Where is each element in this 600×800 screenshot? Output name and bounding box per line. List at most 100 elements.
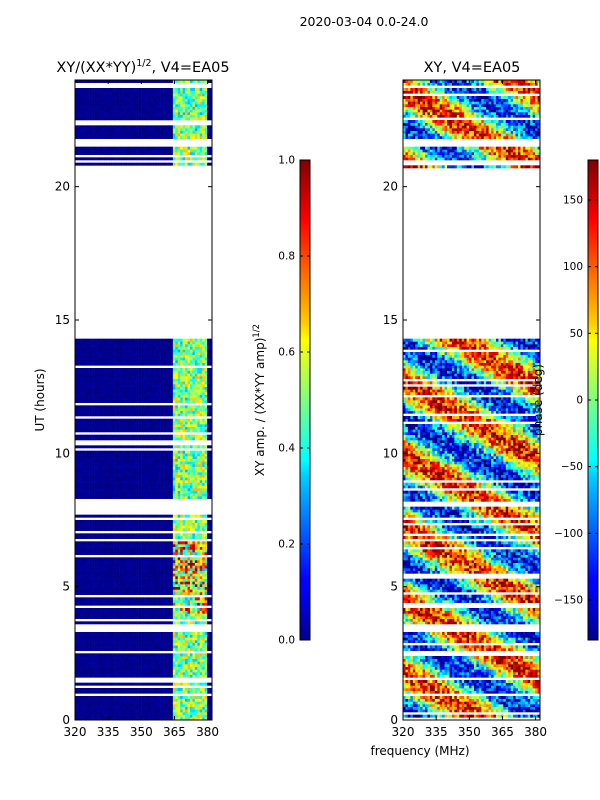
heatmap-cell [82,707,85,710]
heatmap-cell [168,712,171,715]
heatmap-cell [126,480,129,483]
heatmap-cell [197,491,200,494]
heatmap-cell [163,515,166,518]
heatmap-cell [141,616,144,619]
heatmap-cell [117,661,120,664]
heatmap-cell [129,435,132,438]
heatmap-cell [141,456,144,459]
heatmap-cell [180,475,183,478]
heatmap-cell [144,549,147,552]
heatmap-cell [170,536,173,539]
heatmap-cell [82,571,85,574]
heatmap-cell [188,632,191,635]
heatmap-cell [114,691,117,694]
heatmap-cell [124,648,127,651]
heatmap-cell [97,712,100,715]
heatmap-cell [173,667,176,670]
heatmap-cell [121,565,124,568]
heatmap-cell [97,656,100,659]
heatmap-cell [151,613,154,616]
heatmap-cell [146,565,149,568]
heatmap-cell [175,669,178,672]
heatmap-cell [117,592,120,595]
heatmap-cell [197,621,200,624]
heatmap-cell [185,712,188,715]
heatmap-cell [146,547,149,550]
heatmap-cell [153,427,156,430]
heatmap-cell [124,477,127,480]
heatmap-cell [161,429,164,432]
heatmap-cell [146,675,149,678]
heatmap-cell [183,709,186,712]
heatmap-cell [161,635,164,638]
heatmap-cell [190,429,193,432]
heatmap-cell [82,576,85,579]
heatmap-cell [107,611,110,614]
heatmap-cell [144,664,147,667]
heatmap-cell [170,491,173,494]
heatmap-cell [87,664,90,667]
heatmap-cell [121,523,124,526]
heatmap-cell [148,576,151,579]
heatmap-cell [112,621,115,624]
heatmap-cell [170,461,173,464]
heatmap-cell [119,608,122,611]
heatmap-cell [97,696,100,699]
heatmap-cell [178,669,181,672]
heatmap-cell [205,541,208,544]
heatmap-cell [151,496,154,499]
heatmap-cell [109,613,112,616]
heatmap-cell [197,669,200,672]
heatmap-cell [131,528,134,531]
heatmap-cell [168,579,171,582]
heatmap-cell [151,464,154,467]
heatmap-cell [95,496,98,499]
heatmap-cell [190,696,193,699]
heatmap-cell [141,429,144,432]
heatmap-cell [195,568,198,571]
heatmap-cell [202,589,205,592]
heatmap-cell [151,520,154,523]
heatmap-cell [158,435,161,438]
heatmap-cell [153,568,156,571]
heatmap-cell [126,437,129,440]
heatmap-cell [112,659,115,662]
heatmap-cell [153,563,156,566]
heatmap-cell [158,579,161,582]
heatmap-cell [197,557,200,560]
heatmap-cell [119,709,122,712]
heatmap-cell [180,683,183,686]
heatmap-cell [180,613,183,616]
heatmap-cell [188,709,191,712]
heatmap-cell [190,712,193,715]
heatmap-cell [117,469,120,472]
heatmap-cell [183,715,186,718]
heatmap-cell [202,573,205,576]
heatmap-cell [183,528,186,531]
heatmap-cell [183,477,186,480]
heatmap-cell [183,664,186,667]
heatmap-cell [112,707,115,710]
heatmap-cell [95,483,98,486]
heatmap-cell [141,581,144,584]
heatmap-cell [180,632,183,635]
heatmap-cell [134,515,137,518]
heatmap-cell [107,613,110,616]
heatmap-cell [129,568,132,571]
heatmap-cell [124,704,127,707]
heatmap-cell [139,699,142,702]
heatmap-cell [90,451,93,454]
heatmap-cell [85,528,88,531]
heatmap-cell [144,568,147,571]
heatmap-cell [102,640,105,643]
heatmap-cell [117,467,120,470]
heatmap-cell [102,451,105,454]
heatmap-cell [158,696,161,699]
heatmap-cell [129,459,132,462]
heatmap-cell [136,536,139,539]
heatmap-cell [195,437,198,440]
heatmap-cell [188,437,191,440]
heatmap-cell [80,640,83,643]
heatmap-cell [99,581,102,584]
heatmap-cell [148,581,151,584]
